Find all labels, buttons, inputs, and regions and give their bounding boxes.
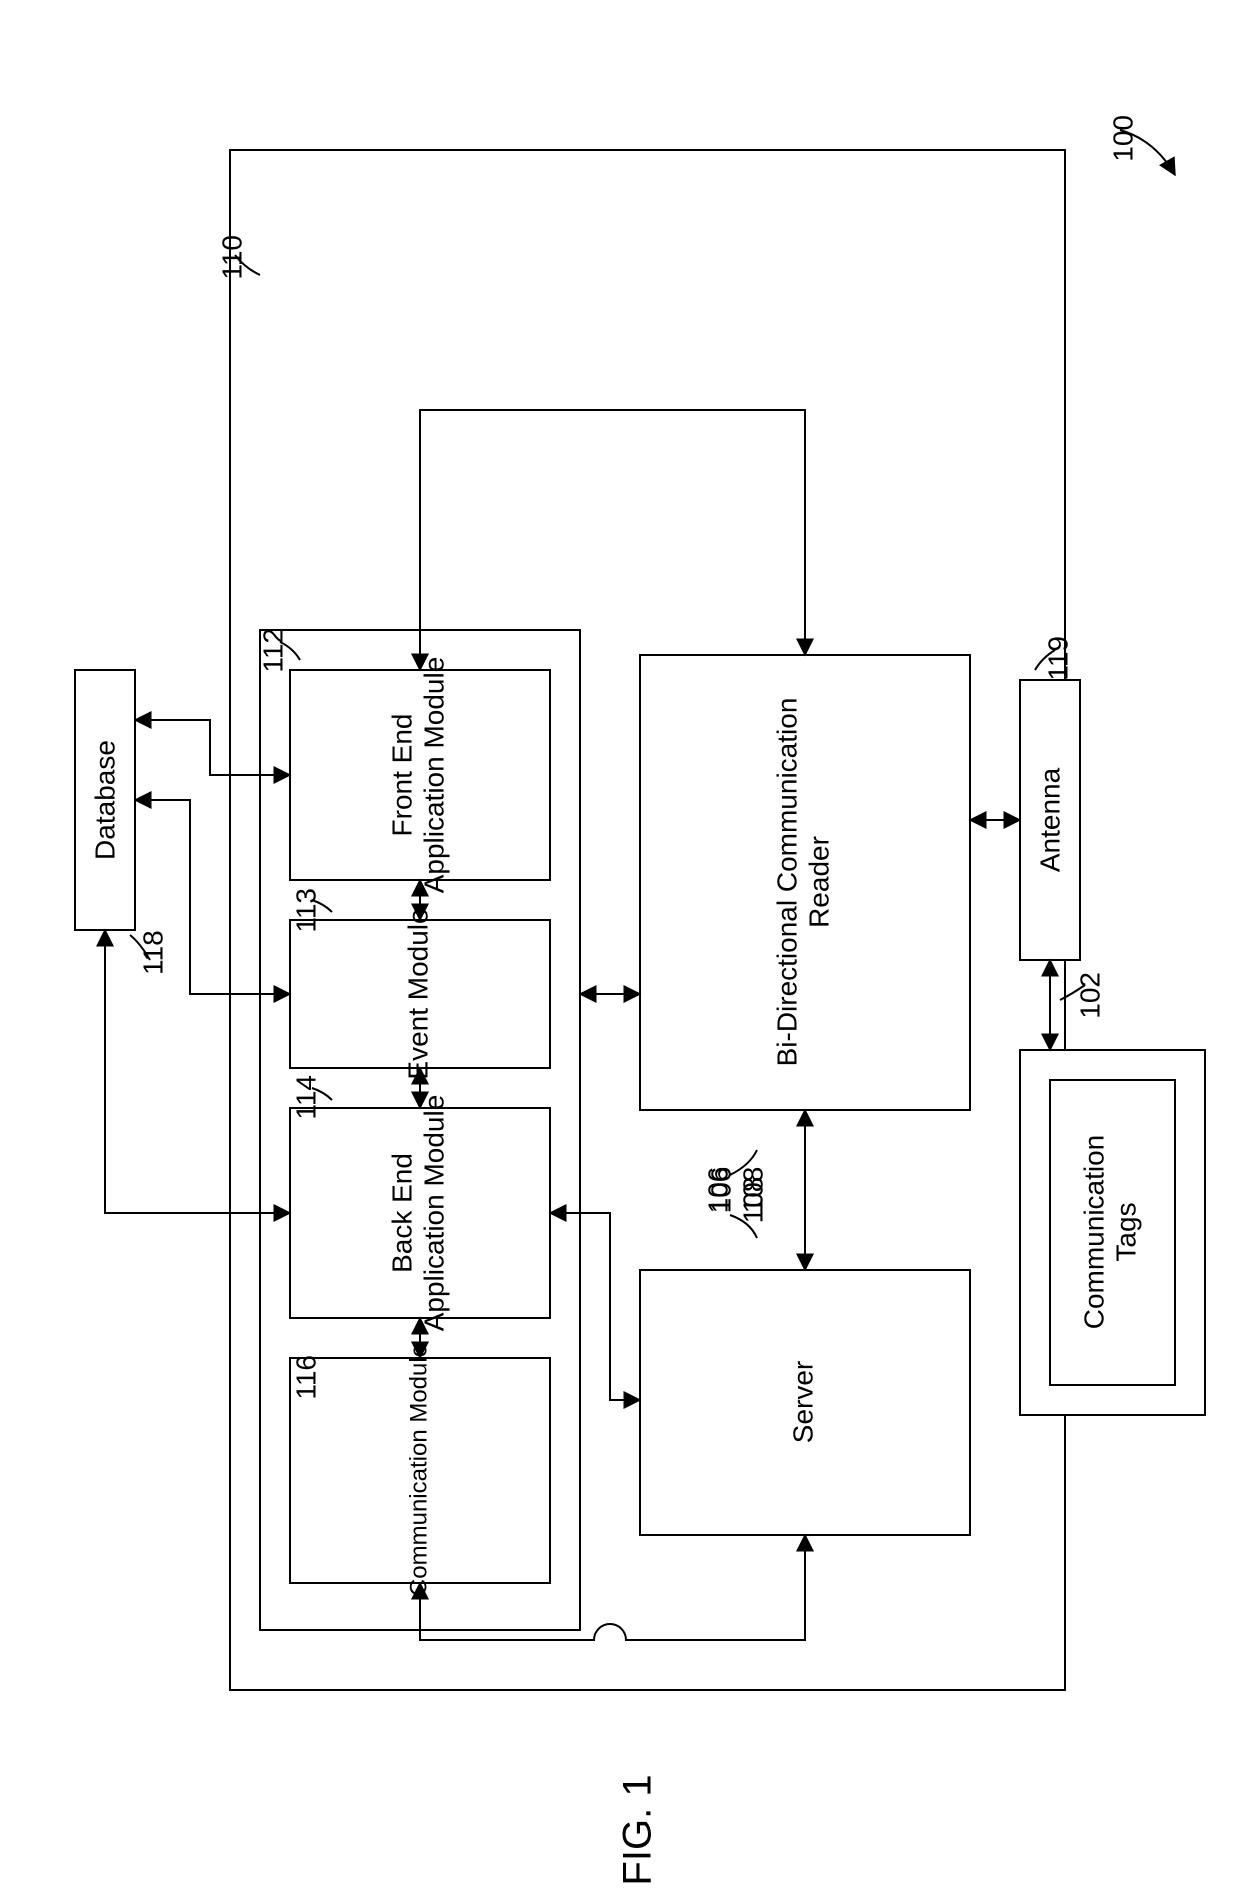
ref-119: 119 bbox=[1042, 636, 1073, 681]
ref-102: 102 bbox=[1074, 972, 1105, 1019]
reader-label-1: Bi-Directional Communication bbox=[771, 698, 802, 1067]
ref-118: 118 bbox=[137, 930, 168, 975]
ref-114: 114 bbox=[290, 1075, 321, 1120]
back-end-label-2: Application Module bbox=[418, 1095, 449, 1332]
ref-113: 113 bbox=[290, 888, 321, 933]
comm-module-label: Communication Module bbox=[405, 1344, 432, 1596]
front-end-label-1: Front End bbox=[386, 714, 417, 837]
tags-label-2: Tags bbox=[1110, 1202, 1141, 1261]
front-end-label-2: Application Module bbox=[418, 657, 449, 894]
ref-116: 116 bbox=[290, 1355, 321, 1400]
reader-label-2: Reader bbox=[803, 836, 834, 928]
figure-label: FIG. 1 bbox=[616, 1774, 660, 1885]
antenna-label: Antenna bbox=[1034, 767, 1065, 872]
server-label: Server bbox=[787, 1361, 818, 1443]
ref-106b: 106 bbox=[702, 1167, 733, 1214]
back-end-label-1: Back End bbox=[386, 1153, 417, 1273]
system-diagram: Front End Application Module Event Modul… bbox=[0, 0, 1240, 1894]
tags-label-1: Communication bbox=[1078, 1135, 1109, 1330]
database-label: Database bbox=[89, 740, 120, 860]
ref-110: 110 bbox=[216, 235, 247, 280]
ref-100: 100 bbox=[1107, 115, 1138, 162]
ref-108b: 108 bbox=[737, 1167, 768, 1214]
event-module-label: Event Module bbox=[402, 908, 433, 1079]
ref-112: 112 bbox=[257, 628, 288, 673]
